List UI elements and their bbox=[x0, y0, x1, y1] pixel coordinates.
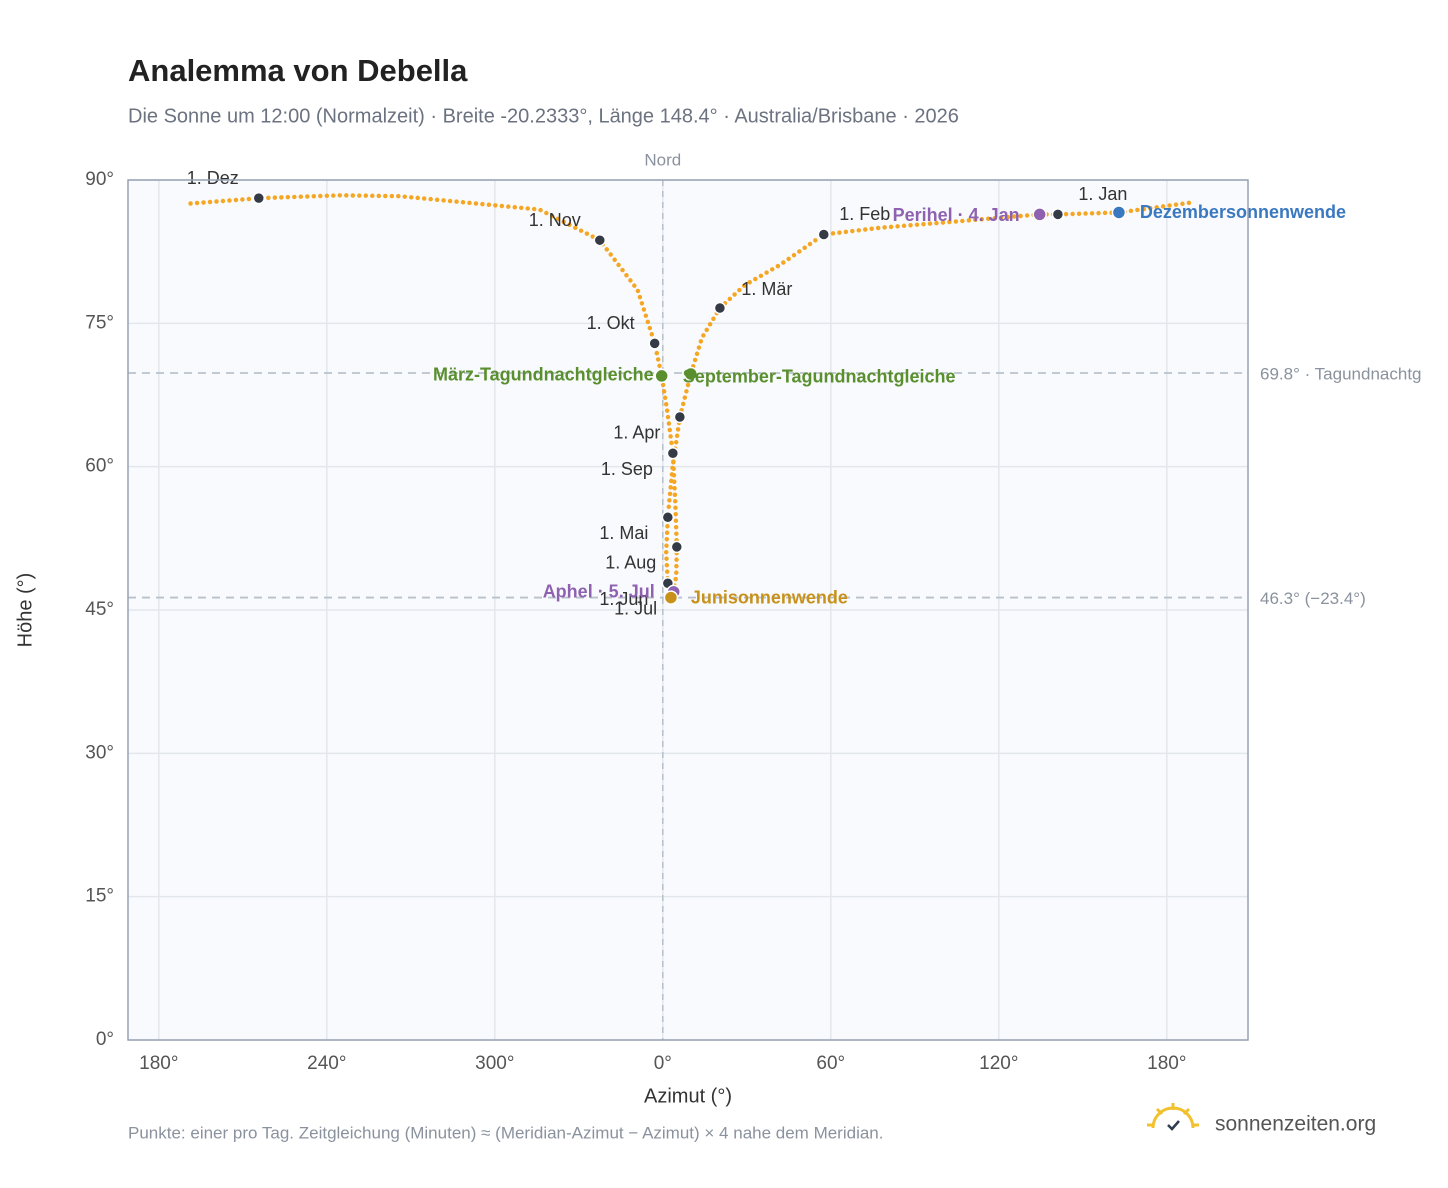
x-tick-label: 120° bbox=[979, 1053, 1018, 1074]
event-marker bbox=[1032, 207, 1047, 222]
month-marker bbox=[666, 447, 680, 460]
month-label: 1. Feb bbox=[839, 204, 890, 224]
brand-logo bbox=[1147, 1103, 1199, 1131]
chart-subtitle: Die Sonne um 12:00 (Normalzeit) · Breite… bbox=[128, 105, 959, 127]
month-label: 1. Apr bbox=[613, 423, 660, 443]
month-label: 1. Nov bbox=[529, 210, 581, 230]
x-tick-label: 180° bbox=[1147, 1053, 1186, 1074]
month-marker bbox=[670, 540, 684, 554]
grid bbox=[128, 179, 1248, 1041]
y-tick-label: 45° bbox=[85, 599, 114, 620]
month-marker bbox=[713, 301, 727, 315]
y-tick-label: 30° bbox=[85, 742, 114, 763]
month-marker bbox=[1051, 208, 1065, 221]
x-tick-label: 300° bbox=[475, 1053, 514, 1074]
event-marker bbox=[1111, 205, 1127, 220]
month-label: 1. Sep bbox=[601, 459, 653, 479]
y-tick-label: 15° bbox=[85, 886, 114, 907]
month-label: 1. Jun bbox=[599, 589, 648, 609]
event-label: September-Tagundnachtgleiche bbox=[683, 367, 956, 387]
month-marker bbox=[817, 228, 831, 241]
event-label: März-Tagundnachtgleiche bbox=[433, 365, 654, 385]
event-label: Aphel · 5. Jul bbox=[543, 582, 655, 602]
reference-label: 46.3° (−23.4°) bbox=[1260, 589, 1366, 608]
event-label: Junisonnenwende bbox=[691, 587, 848, 607]
brand: sonnenzeiten.org bbox=[1215, 1113, 1376, 1136]
event-label: Perihel · 4. Jan bbox=[893, 205, 1020, 225]
month-marker bbox=[593, 233, 607, 247]
month-marker bbox=[673, 410, 687, 424]
y-tick-label: 60° bbox=[85, 456, 114, 477]
event-marker bbox=[654, 368, 669, 384]
y-tick-label: 90° bbox=[85, 169, 114, 190]
y-tick-label: 75° bbox=[85, 312, 114, 333]
month-label: 1. Aug bbox=[605, 553, 656, 573]
month-label: 1. Jan bbox=[1078, 184, 1127, 204]
x-tick-label: 0° bbox=[654, 1053, 672, 1074]
north-label: Nord bbox=[644, 150, 681, 169]
month-marker bbox=[648, 337, 661, 350]
x-tick-label: 180° bbox=[139, 1053, 178, 1074]
month-label: 1. Okt bbox=[587, 313, 635, 333]
event-marker bbox=[663, 590, 679, 605]
month-label: 1. Mai bbox=[599, 523, 648, 543]
event-label: Dezembersonnenwende bbox=[1140, 202, 1346, 222]
y-tick-label: 0° bbox=[96, 1029, 114, 1050]
x-axis-label: Azimut (°) bbox=[644, 1085, 732, 1107]
y-axis-label: Höhe (°) bbox=[14, 573, 36, 648]
event-marker bbox=[683, 366, 699, 382]
month-marker bbox=[661, 511, 675, 524]
month-label: 1. Jul bbox=[614, 598, 657, 618]
chart-title: Analemma von Debella bbox=[128, 53, 468, 88]
reference-label: 69.8° · Tagundnachtg bbox=[1260, 365, 1422, 384]
month-label: 1. Mär bbox=[741, 279, 792, 299]
x-tick-label: 240° bbox=[307, 1053, 346, 1074]
plot-border bbox=[127, 179, 1249, 1041]
month-label: 1. Dez bbox=[187, 168, 239, 188]
month-marker bbox=[252, 191, 266, 205]
footnote: Punkte: einer pro Tag. Zeitgleichung (Mi… bbox=[128, 1123, 884, 1142]
x-tick-label: 60° bbox=[816, 1053, 845, 1074]
